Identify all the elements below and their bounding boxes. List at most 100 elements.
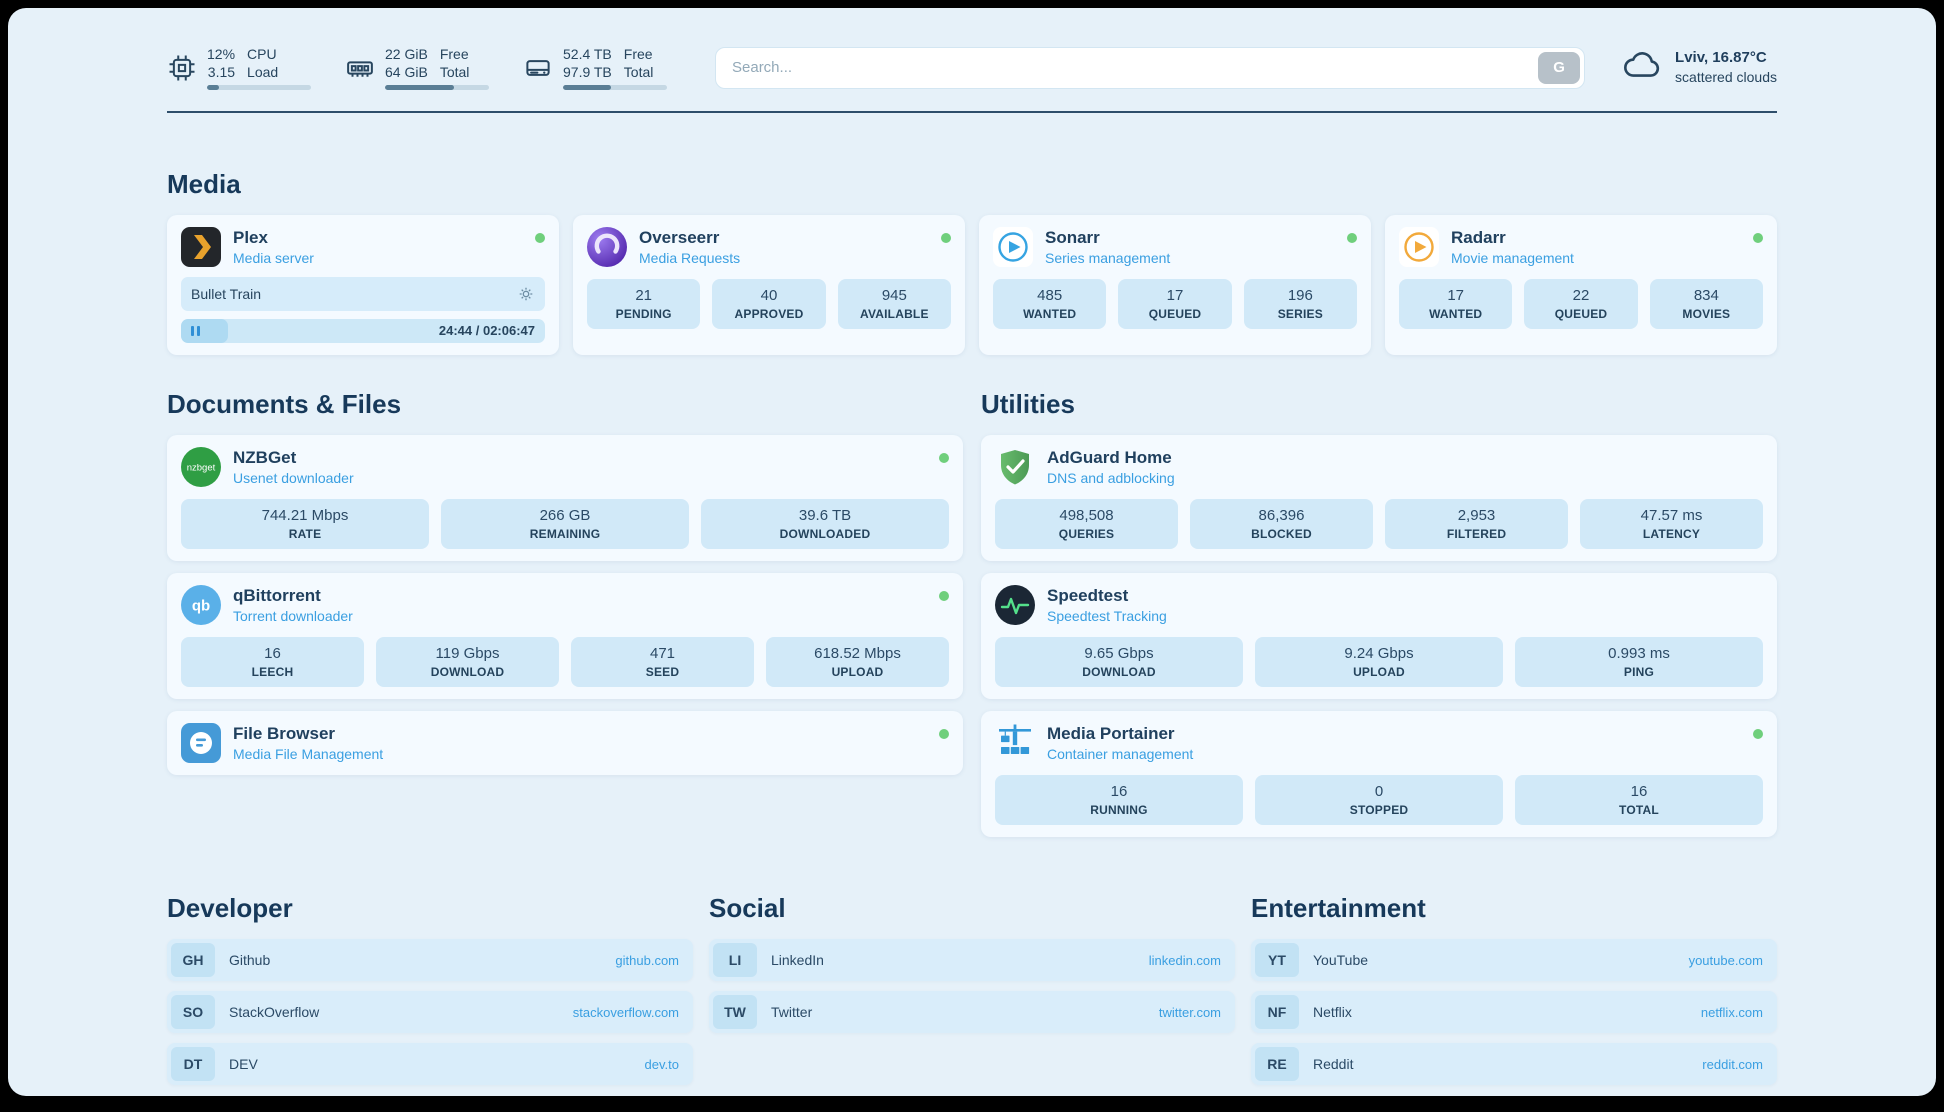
speedtest-card[interactable]: Speedtest Speedtest Tracking 9.65 Gbps DO… — [981, 573, 1777, 699]
ram-total-label: Total — [439, 64, 470, 80]
stat-box: 40 APPROVED — [712, 279, 826, 329]
status-dot — [1347, 233, 1357, 243]
stat-box: 16 TOTAL — [1515, 775, 1763, 825]
plex-card[interactable]: Plex Media server Bullet Train 24:44 / 0… — [167, 215, 559, 355]
nzbget-card[interactable]: nzbget NZBGet Usenet downloader 744.21 M… — [167, 435, 963, 561]
cpu-usage-value: 12% — [207, 45, 236, 62]
link-reddit[interactable]: RE Reddit reddit.com — [1251, 1043, 1777, 1085]
stat-box: 9.24 Gbps UPLOAD — [1255, 637, 1503, 687]
adguard-icon — [995, 447, 1035, 487]
plex-icon — [181, 227, 221, 267]
link-abbr: SO — [171, 995, 215, 1029]
app-subtitle: Movie management — [1451, 250, 1574, 266]
stat-box: 0 STOPPED — [1255, 775, 1503, 825]
app-name: Media Portainer — [1047, 724, 1175, 743]
stat-box: 21 PENDING — [587, 279, 701, 329]
link-youtube[interactable]: YT YouTube youtube.com — [1251, 939, 1777, 981]
playback-progress-bar[interactable]: 24:44 / 02:06:47 — [181, 319, 545, 343]
documents-section: Documents & Files nzbget NZBGet Usenet d… — [167, 389, 963, 837]
section-title-entertainment: Entertainment — [1251, 893, 1426, 923]
section-title-documents: Documents & Files — [167, 389, 402, 419]
stat-box: 618.52 Mbps UPLOAD — [766, 637, 949, 687]
app-name: Overseerr — [639, 228, 720, 247]
app-name: Plex — [233, 228, 268, 247]
status-dot — [939, 591, 949, 601]
section-title-utilities: Utilities — [981, 389, 1075, 419]
link-github[interactable]: GH Github github.com — [167, 939, 693, 981]
gear-icon[interactable] — [517, 285, 535, 303]
ram-free-value: 22 GiB — [385, 45, 428, 62]
search-input[interactable] — [715, 46, 1586, 89]
status-dot — [535, 233, 545, 243]
app-subtitle: Series management — [1045, 250, 1171, 266]
link-linkedin[interactable]: LI LinkedIn linkedin.com — [709, 939, 1235, 981]
app-name: qBittorrent — [233, 586, 321, 605]
cpu-load-value: 3.15 — [207, 64, 236, 80]
ram-free-label: Free — [439, 45, 469, 62]
media-section: Media Plex Media server Bullet Train — [167, 169, 1777, 355]
cpu-chip-icon — [167, 53, 197, 83]
app-name: Speedtest — [1047, 586, 1129, 605]
memory-icon — [345, 53, 375, 83]
hard-drive-icon — [523, 53, 553, 83]
link-twitter[interactable]: TW Twitter twitter.com — [709, 991, 1235, 1033]
app-subtitle: Media server — [233, 250, 314, 266]
stat-box: 2,953 FILTERED — [1385, 499, 1568, 549]
qbittorrent-icon: qb — [181, 585, 221, 625]
entertainment-section: Entertainment YT YouTube youtube.com NF … — [1251, 893, 1777, 1085]
ram-progress-bar — [385, 85, 489, 91]
pause-icon[interactable] — [191, 326, 200, 336]
app-name: NZBGet — [233, 448, 297, 467]
speedtest-icon — [995, 585, 1035, 625]
portainer-card[interactable]: Media Portainer Container management 16 R… — [981, 711, 1777, 837]
status-dot — [1753, 729, 1763, 739]
stat-box: 196 SERIES — [1243, 279, 1357, 329]
cpu-load-label: Load — [247, 64, 279, 80]
link-abbr: DT — [171, 1047, 215, 1081]
weather-condition: scattered clouds — [1675, 69, 1777, 86]
cloud-icon — [1621, 44, 1663, 91]
disk-free-label: Free — [623, 45, 653, 62]
stat-box: 9.65 Gbps DOWNLOAD — [995, 637, 1243, 687]
radarr-card[interactable]: Radarr Movie management 17 WANTED 22 QUEUE… — [1385, 215, 1777, 355]
weather-location: Lviv, 16.87°C — [1675, 48, 1767, 66]
section-title-media: Media — [167, 169, 241, 199]
now-playing-title: Bullet Train — [191, 286, 262, 302]
stat-box: 16 LEECH — [181, 637, 364, 687]
link-abbr: RE — [1255, 1047, 1299, 1081]
stat-box: 945 AVAILABLE — [837, 279, 951, 329]
stat-box: 0.993 ms PING — [1515, 637, 1763, 687]
sonarr-icon — [993, 227, 1033, 267]
utilities-section: Utilities AdGuard Home DNS and adblockin… — [981, 389, 1777, 837]
stat-box: 17 WANTED — [1399, 279, 1513, 329]
link-dev[interactable]: DT DEV dev.to — [167, 1043, 693, 1085]
ram-total-value: 64 GiB — [385, 64, 428, 80]
link-netflix[interactable]: NF Netflix netflix.com — [1251, 991, 1777, 1033]
playback-progress-fill — [181, 319, 229, 343]
dashboard-page: 12% 3.15 CPU Load 22 GiB 64 GiB Free Total — [8, 8, 1936, 1096]
app-subtitle: Container management — [1047, 746, 1194, 762]
portainer-icon — [995, 723, 1035, 763]
overseerr-card[interactable]: Overseerr Media Requests 21 PENDING 40 APP… — [573, 215, 965, 355]
app-subtitle: Media File Management — [233, 746, 384, 762]
search-engine-button[interactable]: G — [1538, 51, 1581, 84]
disk-free-value: 52.4 TB — [563, 45, 612, 62]
sonarr-card[interactable]: Sonarr Series management 485 WANTED 17 QUE… — [979, 215, 1371, 355]
overseerr-icon — [587, 227, 627, 267]
link-abbr: YT — [1255, 943, 1299, 977]
link-abbr: LI — [713, 943, 757, 977]
cpu-label: CPU — [247, 45, 277, 62]
stat-box: 744.21 Mbps RATE — [181, 499, 429, 549]
link-stackoverflow[interactable]: SO StackOverflow stackoverflow.com — [167, 991, 693, 1033]
playback-time: 24:44 / 02:06:47 — [438, 323, 535, 338]
filebrowser-card[interactable]: File Browser Media File Management — [167, 711, 963, 775]
app-name: Radarr — [1451, 228, 1506, 247]
stat-box: 86,396 BLOCKED — [1190, 499, 1373, 549]
stat-box: 47.57 ms LATENCY — [1580, 499, 1763, 549]
adguard-card[interactable]: AdGuard Home DNS and adblocking 498,508 Q… — [981, 435, 1777, 561]
qbittorrent-card[interactable]: qb qBittorrent Torrent downloader 16 LEEC… — [167, 573, 963, 699]
social-section: Social LI LinkedIn linkedin.com TW Twitt… — [709, 893, 1235, 1085]
link-abbr: GH — [171, 943, 215, 977]
app-subtitle: Media Requests — [639, 250, 741, 266]
disk-total-value: 97.9 TB — [563, 64, 612, 80]
